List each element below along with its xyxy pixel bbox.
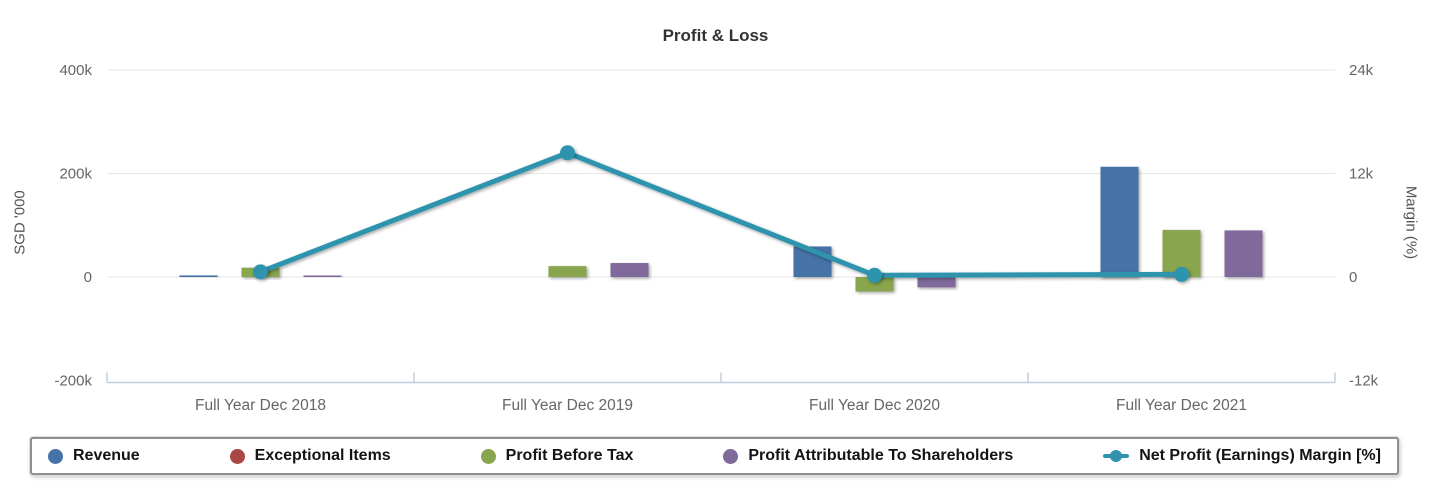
- bar-profit-before-tax-full-year-dec-2019: [548, 266, 587, 277]
- legend-label-exceptional-items[interactable]: Exceptional Items: [254, 447, 391, 464]
- left-axis-tick-label: 0: [84, 269, 92, 286]
- legend-marker-dot: [1110, 450, 1123, 462]
- legend-item-net-profit-earnings-margin[interactable]: Net Profit (Earnings) Margin [%]: [1103, 447, 1381, 465]
- legend-item-profit-attributable-to-shareholders[interactable]: Profit Attributable To Shareholders: [723, 447, 1013, 465]
- point-net-profit-earnings-margin: [253, 264, 268, 280]
- x-category-label: Full Year Dec 2019: [502, 397, 633, 414]
- x-category-label: Full Year Dec 2020: [809, 397, 940, 414]
- point-net-profit-earnings-margin: [867, 267, 882, 283]
- legend-item-profit-before-tax[interactable]: Profit Before Tax: [480, 447, 634, 465]
- legend-marker-profit-before-tax[interactable]: [480, 448, 496, 464]
- bar-profit-attributable-to-shareholders-full-year-dec-2020: [917, 277, 956, 288]
- bar-profit-attributable-to-shareholders-full-year-dec-2021: [1224, 230, 1263, 277]
- right-axis-tick-label: 0: [1349, 269, 1357, 286]
- legend-marker-revenue[interactable]: [48, 448, 63, 464]
- point-net-profit-earnings-margin: [1174, 266, 1189, 282]
- point-net-profit-earnings-margin: [560, 145, 575, 161]
- right-axis-tick-label: 24k: [1349, 62, 1374, 79]
- legend-item-exceptional-items[interactable]: Exceptional Items: [229, 447, 391, 465]
- legend-marker-line-net-profit-earnings-margin[interactable]: [1103, 450, 1130, 462]
- bar-revenue-full-year-dec-2021: [1100, 166, 1139, 277]
- left-axis-tick-label: 400k: [59, 62, 92, 79]
- chart-title: Profit & Loss: [662, 26, 769, 45]
- right-axis-tick-label: 12k: [1349, 166, 1374, 183]
- legend-label-profit-attributable-to-shareholders[interactable]: Profit Attributable To Shareholders: [748, 447, 1014, 464]
- bar-profit-attributable-to-shareholders-full-year-dec-2019: [610, 263, 649, 277]
- x-category-label: Full Year Dec 2021: [1116, 397, 1247, 414]
- legend-marker-profit-attributable-to-shareholders[interactable]: [723, 448, 739, 464]
- legend-item-revenue[interactable]: Revenue: [48, 447, 140, 465]
- left-axis-tick-label: 200k: [59, 166, 92, 183]
- line-net-profit-earnings-margin: [258, 150, 1184, 278]
- legend-label-net-profit-earnings-margin[interactable]: Net Profit (Earnings) Margin [%]: [1139, 447, 1381, 464]
- left-axis-tick-label: -200k: [54, 373, 92, 390]
- legend-marker-exceptional-items[interactable]: [229, 448, 245, 464]
- right-axis-tick-label: -12k: [1349, 373, 1379, 390]
- bar-profit-before-tax-full-year-dec-2020: [855, 277, 894, 292]
- legend-label-revenue[interactable]: Revenue: [73, 447, 140, 464]
- bar-profit-attributable-to-shareholders-full-year-dec-2018: [303, 275, 342, 277]
- legend-label-profit-before-tax[interactable]: Profit Before Tax: [505, 447, 634, 464]
- x-category-label: Full Year Dec 2018: [195, 397, 326, 414]
- plot-area: 400k 200k 0 -200k 24k 12k 0 -12k Full Year Dec 2…: [54, 62, 1379, 414]
- legend: Revenue Exceptional Items Profit Before Ta…: [30, 437, 1399, 475]
- bar-revenue-full-year-dec-2018: [179, 275, 218, 277]
